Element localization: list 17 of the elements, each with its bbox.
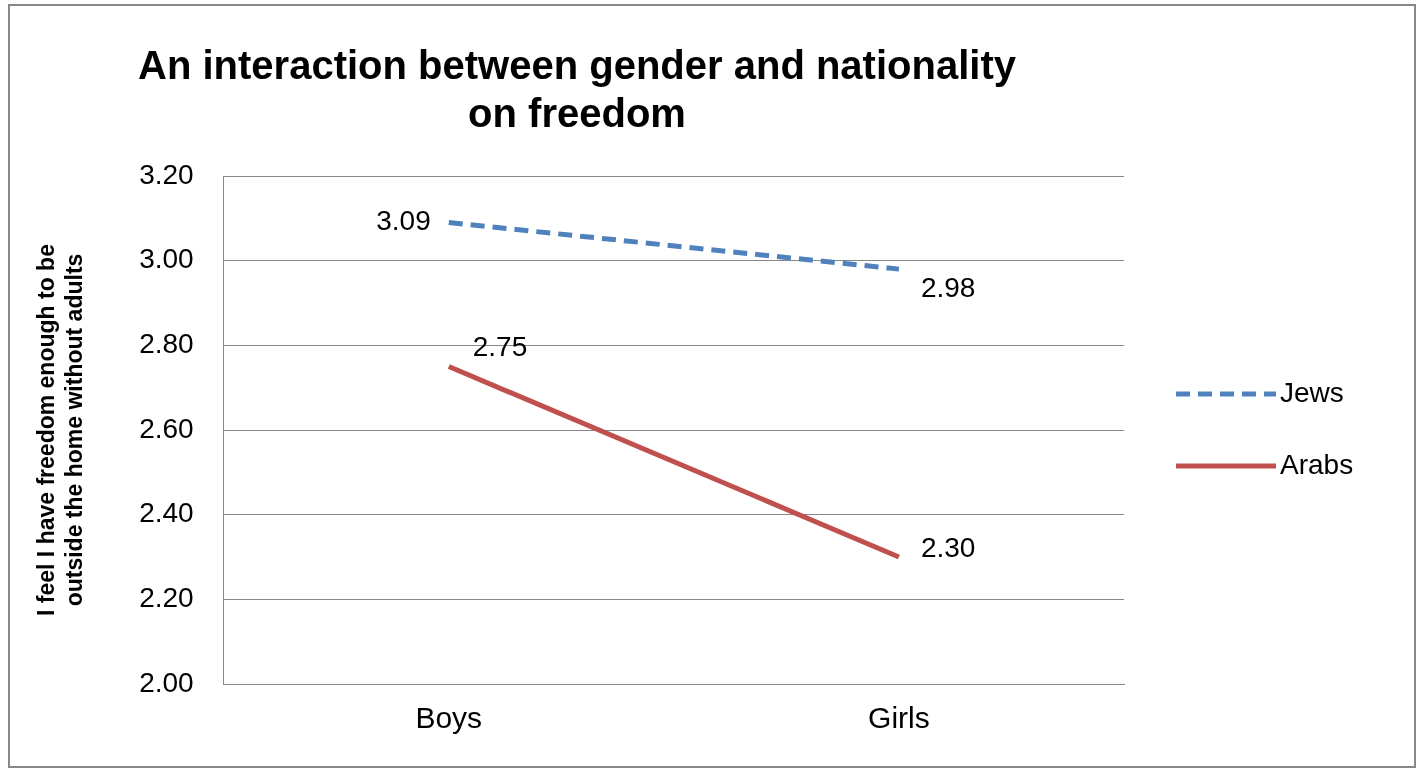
y-tick-label: 2.40: [139, 497, 194, 529]
y-tick-label: 3.20: [139, 158, 194, 190]
legend-label: Jews: [1280, 376, 1344, 408]
y-tick-label: 2.60: [139, 412, 194, 444]
data-label: 2.98: [920, 271, 976, 303]
y-tick-label: 3.00: [139, 243, 194, 275]
data-label: 2.75: [472, 331, 528, 363]
y-axis-title: I feel I have freedom enough to be outside the home without adults: [33, 244, 87, 616]
y-tick-label: 2.80: [139, 328, 194, 360]
y-tick-label: 2.00: [139, 666, 194, 698]
y-tick-label: 2.20: [139, 582, 194, 614]
x-tick-label: Girls: [868, 701, 930, 735]
data-label: 3.09: [376, 205, 431, 237]
x-tick-label: Boys: [415, 701, 483, 735]
legend-label: Arabs: [1280, 448, 1354, 480]
data-label: 2.30: [920, 531, 976, 563]
chart-title: An interaction between gender and nationality on freedom: [138, 43, 1017, 136]
